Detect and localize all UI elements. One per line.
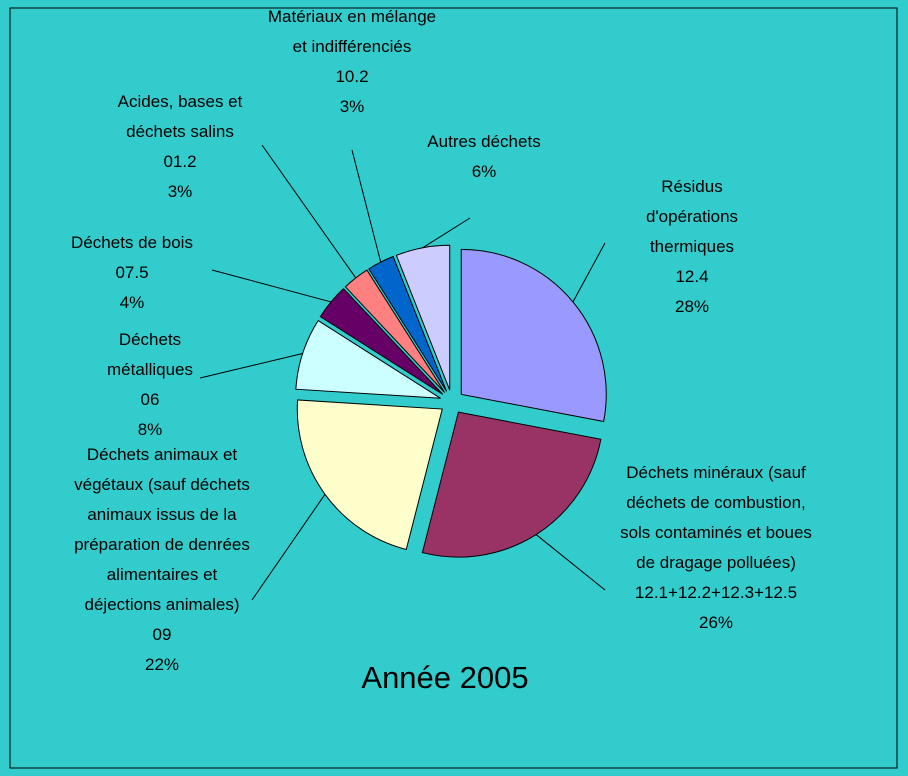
code-label: 01.2 (163, 152, 197, 171)
category-label: Déchets minéraux (sauf déchets de combus… (620, 463, 812, 572)
category-label: Acides, bases et déchets salins (117, 92, 243, 141)
percent-label: 3% (339, 97, 365, 116)
pie-slice (421, 411, 602, 558)
slice-label: Déchets métalliques 06 8% (90, 325, 210, 445)
percent-label: 8% (137, 420, 163, 439)
leader-line (251, 493, 326, 601)
code-label: 12.1+12.2+12.3+12.5 (634, 583, 798, 602)
chart-title: Année 2005 (361, 660, 529, 695)
code-label: 09 (152, 625, 172, 644)
category-label: Déchets animaux et végétaux (sauf déchet… (74, 445, 250, 614)
percent-label: 3% (167, 182, 193, 201)
slice-label: Matériaux en mélange et indifférenciés 10… (267, 2, 437, 122)
slice-label: Déchets animaux et végétaux (sauf déchet… (67, 440, 257, 680)
category-label: Autres déchets (427, 132, 541, 151)
leader-line (422, 217, 471, 249)
slice-label: Déchets minéraux (sauf déchets de combus… (616, 458, 816, 638)
pie-slice (344, 269, 446, 393)
percent-label: 6% (471, 162, 497, 181)
leader-line (351, 149, 382, 263)
category-label: Déchets métalliques (107, 330, 193, 379)
leader-line (199, 352, 303, 379)
slice-label: Déchets de bois 07.5 4% (42, 228, 222, 318)
percent-label: 28% (674, 297, 710, 316)
leader-line (261, 144, 357, 279)
leader-line (572, 242, 606, 303)
category-label: Déchets de bois (71, 233, 193, 252)
percent-label: 4% (119, 293, 145, 312)
code-label: 06 (140, 390, 160, 409)
pie-slice (296, 399, 443, 551)
slice-label: Autres déchets 6% (399, 127, 569, 187)
code-label: 12.4 (675, 267, 709, 286)
pie-slice (460, 248, 607, 423)
slice-label: Résidus d'opérations thermiques 12.4 28% (617, 172, 767, 322)
code-label: 07.5 (115, 263, 149, 282)
leader-line (535, 534, 606, 591)
leader-line (211, 269, 332, 303)
pie-slice (395, 244, 451, 391)
percent-label: 26% (698, 613, 734, 632)
percent-label: 22% (144, 655, 180, 674)
category-label: Résidus d'opérations thermiques (645, 177, 739, 256)
border (9, 7, 898, 769)
code-label: 10.2 (335, 67, 369, 86)
category-label: Matériaux en mélange et indifférenciés (267, 7, 437, 56)
slice-label: Acides, bases et déchets salins 01.2 3% (95, 87, 265, 207)
